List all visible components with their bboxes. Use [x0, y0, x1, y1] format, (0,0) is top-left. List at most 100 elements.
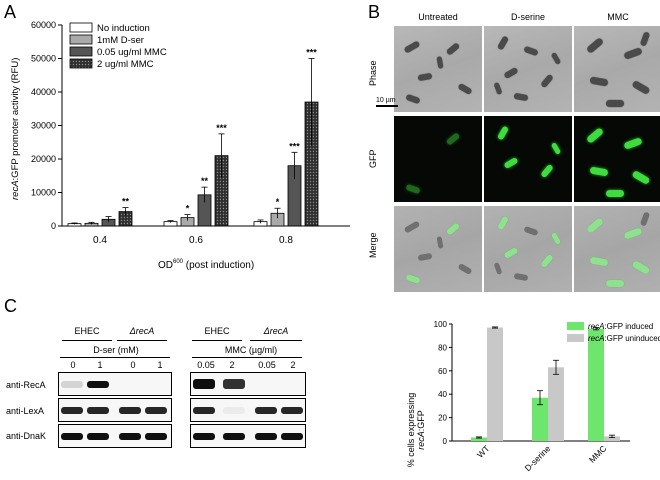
legend-swatch: [69, 34, 93, 45]
bacterial-cell: [589, 256, 609, 267]
blot-dose-line: [60, 357, 170, 358]
bacterial-cell: [445, 132, 461, 146]
micrograph-gfp-mmc: [574, 116, 660, 202]
legend-swatch-induced: [567, 322, 584, 330]
blot-membrane: [58, 398, 172, 422]
bacterial-cell: [503, 66, 519, 80]
bacterial-cell: [493, 82, 503, 95]
bar: [532, 397, 548, 441]
y-tick-label: 60: [438, 367, 447, 376]
bacterial-cell: [503, 156, 519, 170]
y-tick-label: 100: [434, 320, 448, 329]
bacterial-cell: [606, 100, 624, 107]
chart-b-ylabel-2: recA:GFP: [416, 410, 426, 450]
bacterial-cell: [589, 76, 609, 87]
blot-band: [119, 406, 141, 414]
bacterial-cell: [631, 259, 651, 276]
blot-band: [223, 432, 245, 440]
legend-swatch: [69, 22, 93, 33]
dose-label: 0: [70, 360, 76, 370]
bacterial-cell: [405, 93, 421, 105]
bacterial-cell: [513, 92, 529, 102]
blot-band: [255, 406, 277, 414]
bacterial-cell: [457, 262, 473, 276]
y-tick-label: 20: [438, 414, 447, 423]
blot-band: [281, 406, 303, 414]
bacterial-cell: [631, 169, 651, 186]
significance-label: *: [186, 204, 190, 214]
bacterial-cell: [405, 273, 421, 285]
bacterial-cell: [503, 246, 519, 260]
bacterial-cell: [606, 280, 624, 287]
blot-band: [281, 432, 303, 440]
dose-label: 2: [290, 360, 296, 370]
bacterial-cell: [436, 236, 444, 249]
bar: [548, 367, 564, 441]
bacterial-cell: [623, 47, 643, 60]
chart-b: % cells expressing recA:GFP 0 20 40 60 80 100…: [406, 320, 660, 473]
dose-label: 1: [97, 360, 103, 370]
col-label-untreated: Untreated: [418, 12, 458, 22]
y-tick-label: 40000: [31, 87, 56, 97]
bacterial-cell: [417, 72, 433, 82]
blot-band: [255, 432, 277, 440]
bacterial-cell: [606, 190, 624, 197]
col-label-mmc: MMC: [607, 12, 629, 22]
legend-swatch: [69, 58, 93, 69]
row-label-phase: Phase: [368, 60, 378, 86]
bacterial-cell: [623, 137, 643, 150]
bacterial-cell: [631, 79, 651, 96]
dose-label: 0.05: [258, 360, 276, 370]
micrograph-merge-untreated: [394, 206, 482, 292]
blot-band: [61, 406, 83, 414]
blot-membrane: [58, 424, 172, 448]
bacterial-cell: [550, 232, 562, 245]
blot-membrane: [190, 372, 306, 396]
dose-label: 0: [130, 360, 136, 370]
y-tick-label: 30000: [31, 121, 56, 131]
blot-band: [119, 432, 141, 440]
blot-dser-label: D-ser (mM): [93, 345, 139, 355]
bacterial-cell: [585, 127, 605, 144]
bacterial-cell: [540, 73, 554, 89]
significance-label: **: [201, 176, 209, 186]
scale-bar-label: 10 µm: [376, 97, 396, 104]
bar: [588, 328, 604, 441]
micrograph-phase-untreated: [394, 26, 482, 112]
y-tick-label: 80: [438, 343, 447, 352]
blot-band: [61, 380, 83, 388]
blot-bracket: [62, 340, 112, 341]
bacterial-cell: [405, 183, 421, 195]
blot-strain-delta-2: ΔrecA: [263, 326, 289, 336]
chart-a: recA:GFP promoter activity (RFU) 0 10000 2…: [10, 20, 350, 271]
bacterial-cell: [403, 220, 421, 234]
chart-b-legend: recA:GFP induced recA:GFP uninduced: [567, 322, 660, 343]
micrograph-merge-mmc: [574, 206, 660, 292]
dose-label: 2: [229, 360, 235, 370]
significance-label: ***: [289, 141, 300, 151]
legend-label-induced: recA:GFP induced: [588, 322, 653, 331]
antibody-label-reca: anti-RecA: [6, 380, 46, 390]
x-tick-label: MMC: [587, 443, 608, 464]
row-label-gfp: GFP: [368, 149, 378, 168]
row-label-merge: Merge: [368, 232, 378, 258]
y-tick-label: 60000: [31, 20, 56, 30]
bacterial-cell: [523, 225, 539, 237]
x-tick-label: WT: [475, 443, 491, 459]
x-tick-label: 0.4: [93, 235, 107, 246]
bacterial-cell: [436, 56, 444, 69]
bacterial-cell: [550, 142, 562, 155]
bacterial-cell: [493, 262, 503, 275]
y-tick-label: 10000: [31, 188, 56, 198]
bacterial-cell: [623, 227, 643, 240]
blot-band: [193, 379, 215, 389]
bacterial-cell: [445, 222, 461, 236]
antibody-label-lexa: anti-LexA: [6, 406, 45, 416]
bacterial-cell: [639, 211, 651, 227]
dose-label: 0.05: [197, 360, 215, 370]
bacterial-cell: [589, 166, 609, 177]
legend-label-uninduced: recA:GFP uninduced: [588, 334, 660, 343]
y-tick-label: 0: [51, 221, 56, 231]
legend-swatch: [69, 46, 93, 57]
blot-membrane: [190, 398, 306, 422]
